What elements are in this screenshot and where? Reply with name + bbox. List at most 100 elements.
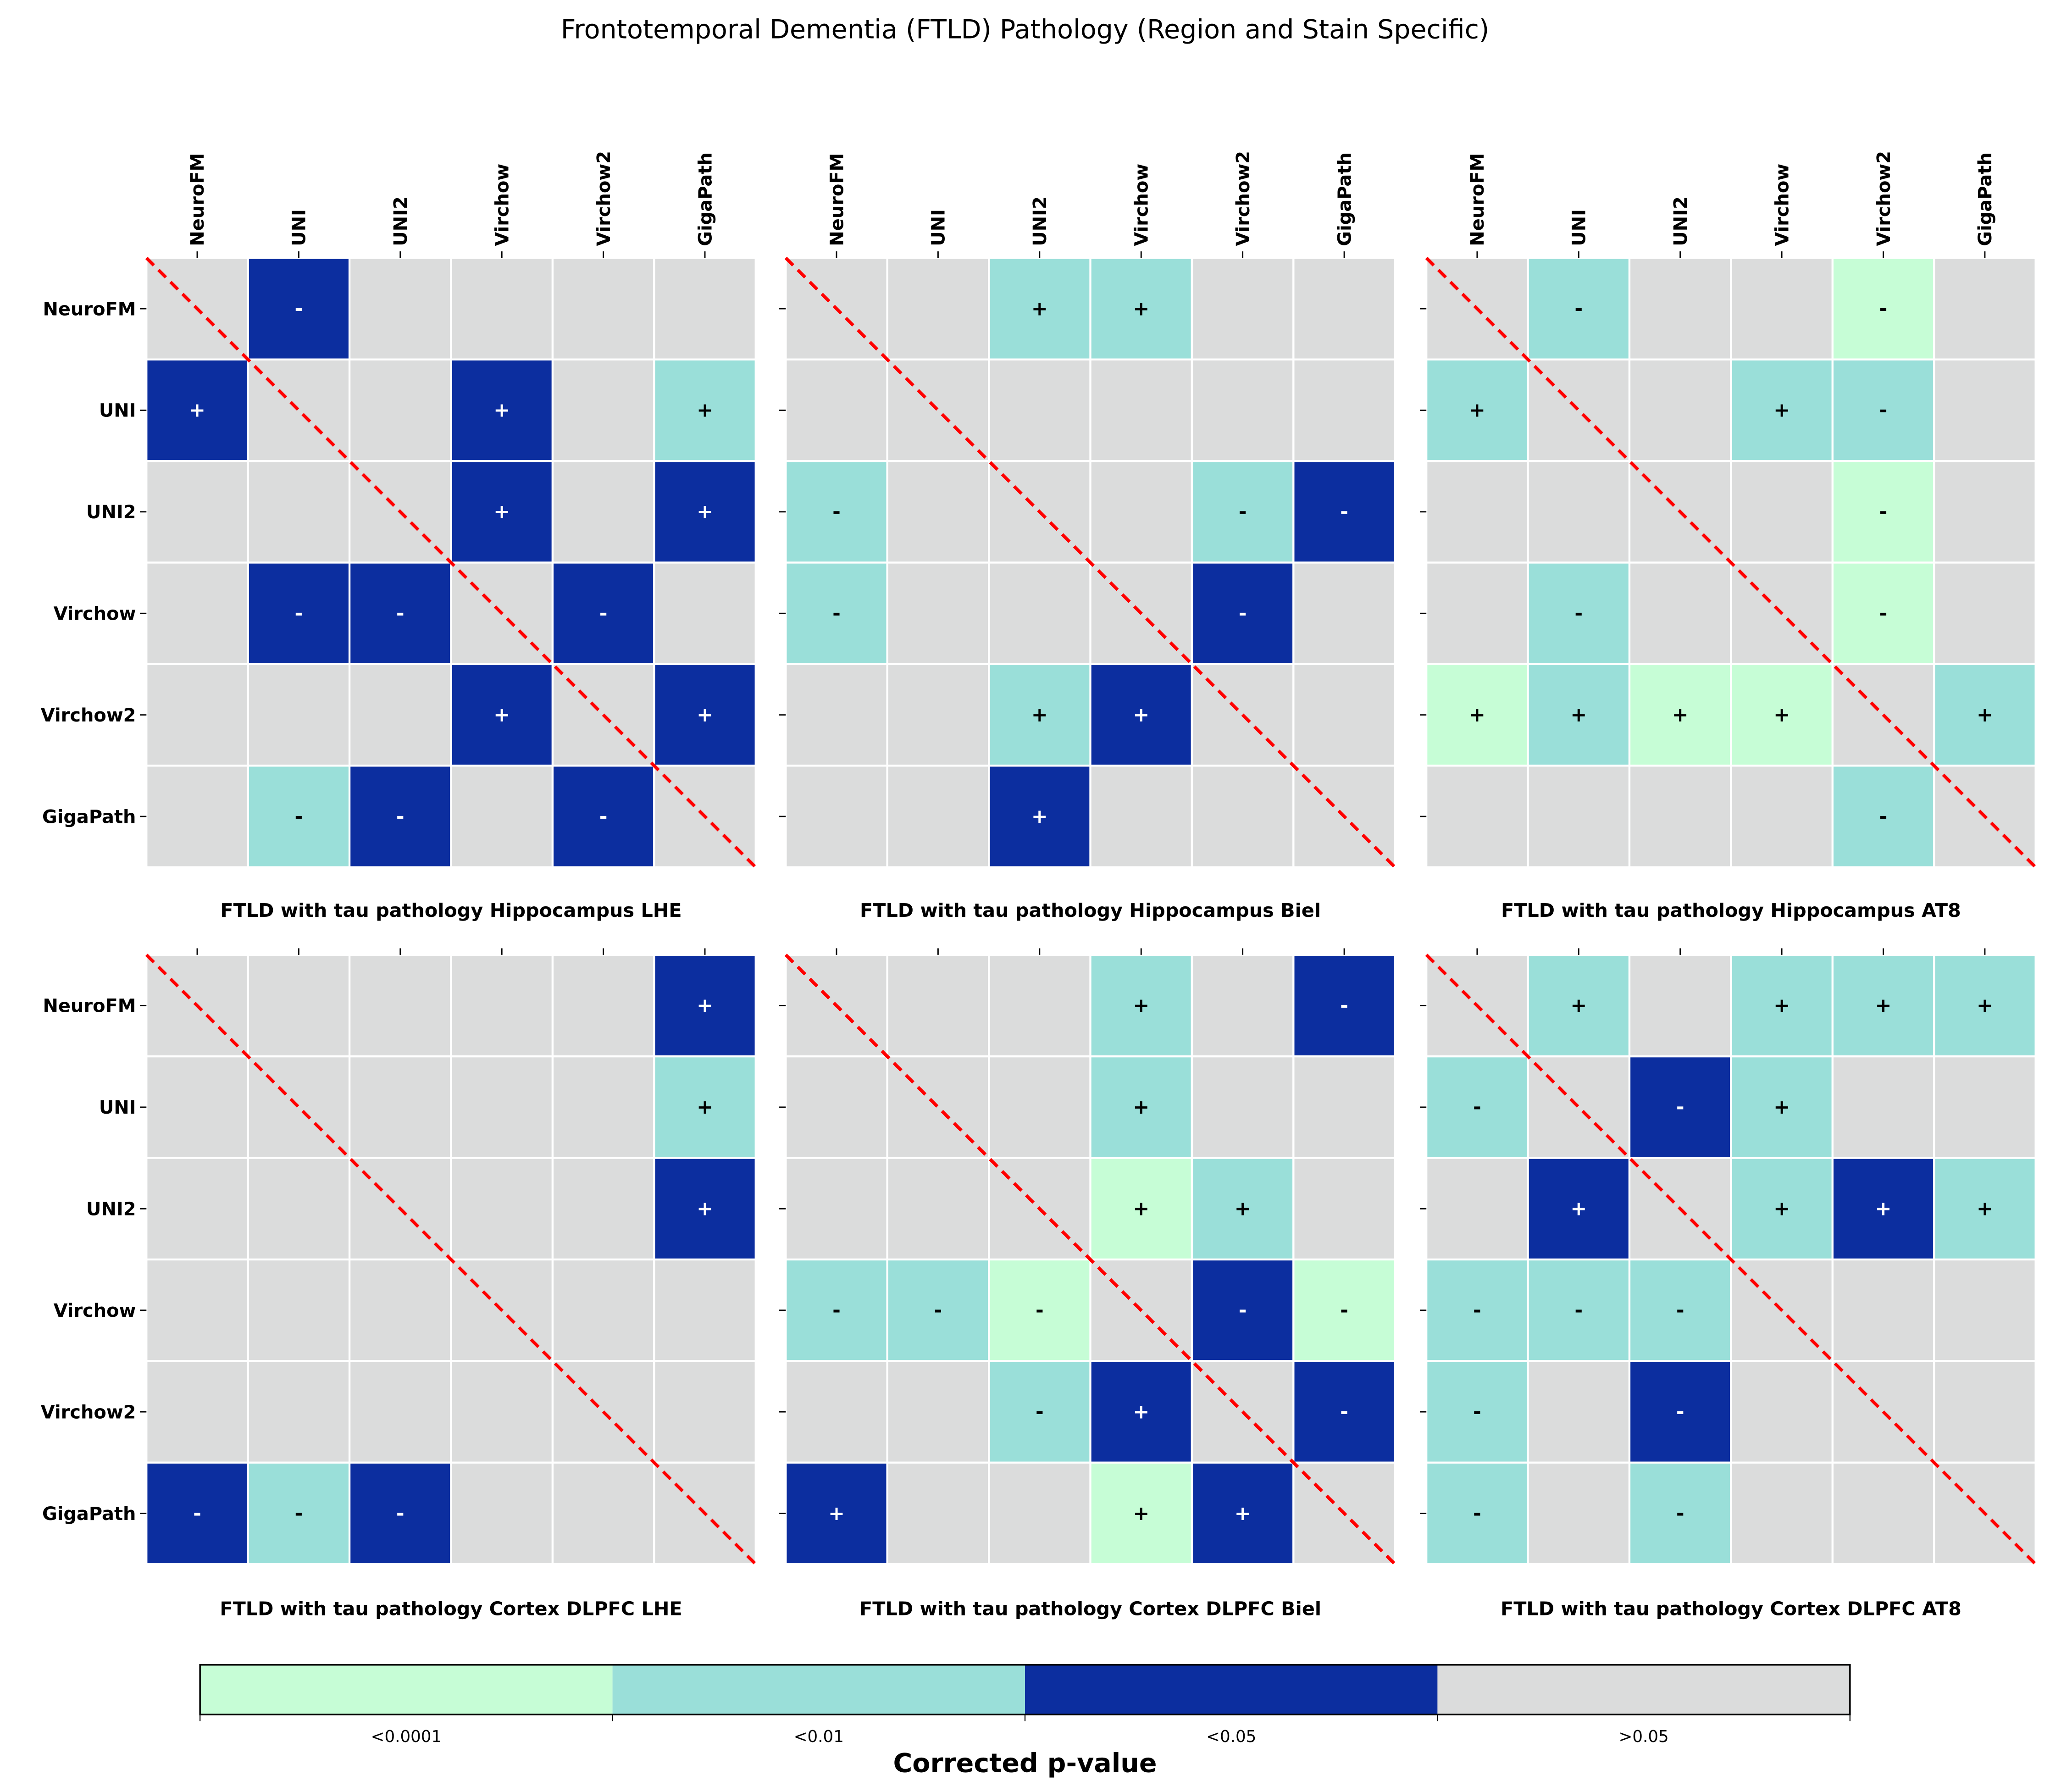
heatmap-cell [145, 1258, 249, 1362]
panel-title: FTLD with tau pathology Hippocampus AT8 [1501, 899, 1961, 921]
heatmap-cell [785, 460, 888, 564]
heatmap-cell [987, 257, 1091, 361]
cell-sign-label: + [1133, 1400, 1149, 1423]
heatmap-cell [987, 1461, 1091, 1565]
cell-sign-label: - [934, 1299, 942, 1322]
colorbar-tick-label: <0.05 [1206, 1727, 1256, 1746]
heatmap-cell [1191, 358, 1295, 462]
heatmap-cell [450, 257, 554, 361]
heatmap-cell [551, 1157, 655, 1261]
heatmap-cell [1527, 358, 1631, 462]
cell-sign-label: + [1133, 704, 1149, 727]
heatmap-cell [247, 1258, 351, 1362]
cell-sign-label: + [697, 1198, 713, 1221]
heatmap-cell [1425, 765, 1529, 868]
heatmap-cell [1831, 1461, 1935, 1565]
heatmap-cell [1933, 561, 2037, 666]
heatmap-cell [987, 358, 1091, 462]
cell-sign-label: + [697, 399, 713, 422]
heatmap-cell [1425, 1360, 1529, 1464]
y-tick-label: NeuroFM [43, 299, 136, 320]
cell-sign-label: + [1469, 704, 1485, 727]
heatmap-cell [886, 1461, 990, 1565]
heatmap-cell [987, 765, 1091, 868]
heatmap-cell [551, 1258, 655, 1362]
heatmap-cell [551, 358, 655, 462]
cell-sign-label: + [1133, 994, 1149, 1017]
heatmap-cell [987, 1055, 1091, 1159]
y-tick-label: Virchow [54, 1300, 136, 1321]
heatmap-cell [145, 1461, 249, 1565]
heatmap-cell [1292, 1360, 1396, 1464]
heatmap-cell [1527, 954, 1631, 1058]
heatmap-cell [247, 561, 351, 666]
heatmap-cell [551, 1461, 655, 1565]
x-tick-label: GigaPath [1334, 152, 1355, 246]
cell-sign-label: - [193, 1502, 201, 1525]
cell-sign-label: + [828, 1502, 845, 1525]
heatmap-cell [653, 561, 757, 666]
panel-title: FTLD with tau pathology Cortex DLPFC AT8 [1501, 1598, 1961, 1620]
heatmap-cell [1933, 1258, 2037, 1362]
panel-title: FTLD with tau pathology Hippocampus Biel [860, 899, 1321, 921]
heatmap-panel: + + + + - - + + + + + - - - - - - - FTLD with tau patholog… [1419, 948, 2037, 1620]
heatmap-cell [1831, 1258, 1935, 1362]
heatmap-cell [551, 257, 655, 361]
heatmap-cell [247, 1461, 351, 1565]
heatmap-cell [1933, 1360, 2037, 1464]
heatmap-cell [1191, 460, 1295, 564]
heatmap-cell [1425, 358, 1529, 462]
heatmap-cell [450, 1055, 554, 1159]
heatmap-panel: + + + - - - NeuroFM UNI UNI2 Virchow Virchow2 GigaP… [41, 948, 757, 1620]
heatmap-cell [450, 954, 554, 1058]
cell-sign-label: + [493, 500, 510, 523]
cell-sign-label: - [1036, 1299, 1044, 1322]
heatmap-cell [450, 1157, 554, 1261]
heatmap-cell [551, 460, 655, 564]
x-tick-label: UNI2 [1030, 196, 1051, 246]
cell-sign-label: + [493, 704, 510, 727]
heatmap-cell [653, 1258, 757, 1362]
cell-sign-label: - [1676, 1502, 1684, 1525]
cell-sign-label: + [697, 994, 713, 1017]
heatmap-cell [1089, 1055, 1193, 1159]
heatmap-cell [785, 358, 888, 462]
diagonal-line [145, 954, 757, 1565]
heatmap-cell [1730, 954, 1834, 1058]
cell-sign-label: - [599, 805, 608, 828]
cell-sign-label: - [832, 1299, 841, 1322]
heatmap-cell [1191, 1461, 1295, 1565]
cell-sign-label: + [1133, 1096, 1149, 1119]
heatmap-cell [1730, 460, 1834, 564]
cell-sign-label: - [1574, 297, 1583, 320]
heatmap-cell [886, 1360, 990, 1464]
cell-sign-label: - [1879, 602, 1888, 625]
heatmap-cell [1191, 1055, 1295, 1159]
panel-title: FTLD with tau pathology Hippocampus LHE [220, 899, 681, 921]
heatmap-cell [1292, 1157, 1396, 1261]
heatmap-cell [1527, 663, 1631, 767]
cell-sign-label: - [1473, 1299, 1481, 1322]
heatmap-cell [1089, 1157, 1193, 1261]
x-tick-label: Virchow [492, 164, 513, 246]
cell-sign-label: - [295, 602, 303, 625]
x-tick-label: UNI [289, 209, 310, 246]
heatmap-cell [247, 460, 351, 564]
heatmap-cell [1089, 1461, 1193, 1565]
colorbar-tick-label: <0.01 [794, 1727, 844, 1746]
cell-sign-label: - [295, 297, 303, 320]
heatmap-cell [1628, 561, 1732, 666]
heatmap-cell [886, 358, 990, 462]
heatmap-panel: + + - - - - - + + + NeuroFM UNI UNI2 Virchow Virchow2 G… [779, 151, 1396, 921]
cell-sign-label: + [1031, 297, 1048, 320]
heatmap-cell [348, 954, 452, 1058]
cell-sign-label: + [697, 704, 713, 727]
heatmap-cell [1831, 765, 1935, 868]
cell-sign-label: - [1340, 500, 1348, 523]
heatmap-cell [1730, 1360, 1834, 1464]
x-tick-label: Virchow2 [1873, 151, 1895, 246]
y-tick-label: UNI [99, 1097, 136, 1118]
heatmap-cell [1628, 663, 1732, 767]
heatmap-cell [886, 954, 990, 1058]
colorbar-segment [612, 1664, 1025, 1715]
